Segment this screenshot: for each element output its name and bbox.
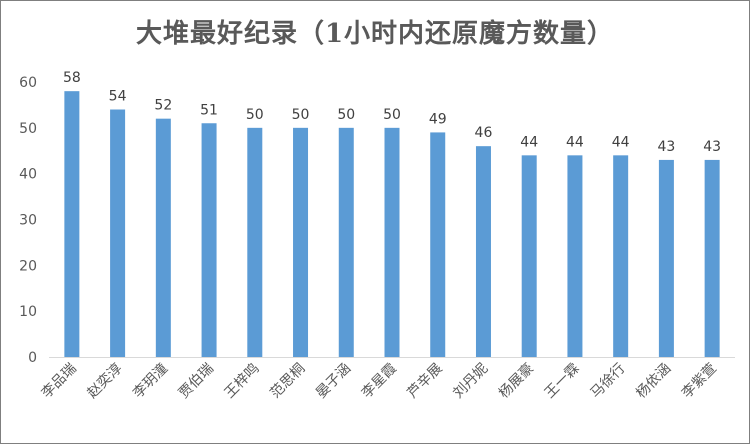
- chart-title: 大堆最好纪录（1小时内还原魔方数量）: [135, 19, 615, 49]
- bar: [293, 127, 309, 357]
- category-label: 晏子涵: [313, 361, 354, 402]
- category-label: 马徐行: [587, 361, 628, 402]
- data-label: 43: [703, 139, 721, 155]
- bar: [384, 127, 400, 357]
- y-tick-label: 60: [19, 75, 37, 91]
- y-axis-ticks: 0 10 20 30 40 50 60: [19, 75, 37, 366]
- bar: [658, 159, 674, 357]
- bar: [110, 109, 126, 357]
- bar: [64, 91, 80, 358]
- category-label: 李星霞: [359, 361, 400, 402]
- y-tick-label: 0: [28, 350, 37, 366]
- data-label: 50: [292, 107, 310, 123]
- category-labels: 李品瑞 赵奕淳 李玥潼 贾伯瑞 王梓鸣 范思桐 晏子涵 李星霞 芦辛展 刘丹妮 杨展豪 王一霖 马徐行杨…: [39, 360, 720, 402]
- data-labels: 58 54 52 51 50 50 50 50 49 46 44 44 44 43 43: [63, 70, 721, 155]
- bar: [155, 118, 171, 358]
- y-tick-label: 50: [19, 121, 37, 137]
- category-label: 李玥潼: [129, 360, 171, 402]
- y-tick-label: 20: [19, 258, 37, 274]
- data-label: 46: [475, 125, 493, 141]
- data-label: 50: [383, 107, 401, 123]
- bar: [567, 155, 583, 357]
- bar: [521, 155, 537, 357]
- category-label: 王梓鸣: [221, 360, 263, 402]
- category-label: 杨依涵: [633, 361, 674, 402]
- bar: [613, 155, 629, 357]
- category-label: 王一霖: [542, 361, 583, 402]
- category-label: 赵奕淳: [84, 360, 126, 402]
- bars: [64, 91, 720, 358]
- data-label: 44: [520, 134, 538, 150]
- bar: [201, 123, 217, 357]
- bar: [338, 127, 354, 357]
- data-label: 50: [246, 107, 264, 123]
- category-label: 李品瑞: [39, 361, 80, 402]
- data-label: 54: [109, 89, 127, 105]
- y-tick-label: 40: [19, 167, 37, 183]
- data-label: 58: [63, 70, 81, 86]
- category-label: 芦辛展: [405, 361, 446, 402]
- bar: [430, 132, 446, 357]
- data-label: 52: [154, 98, 172, 114]
- bar: [247, 127, 263, 357]
- data-label: 43: [657, 139, 675, 155]
- data-label: 51: [200, 102, 218, 118]
- category-label: 杨展豪: [496, 361, 537, 402]
- bar: [704, 159, 720, 357]
- category-label: 贾伯瑞: [176, 361, 217, 402]
- data-label: 44: [612, 134, 630, 150]
- data-label: 44: [566, 134, 584, 150]
- bar: [475, 146, 491, 357]
- y-tick-label: 10: [19, 304, 37, 320]
- category-label: 李紫萱: [679, 361, 720, 402]
- data-label: 49: [429, 111, 447, 127]
- category-label: 范思桐: [267, 360, 309, 402]
- y-tick-label: 30: [19, 213, 37, 229]
- data-label: 50: [337, 107, 355, 123]
- category-label: 刘丹妮: [450, 361, 491, 402]
